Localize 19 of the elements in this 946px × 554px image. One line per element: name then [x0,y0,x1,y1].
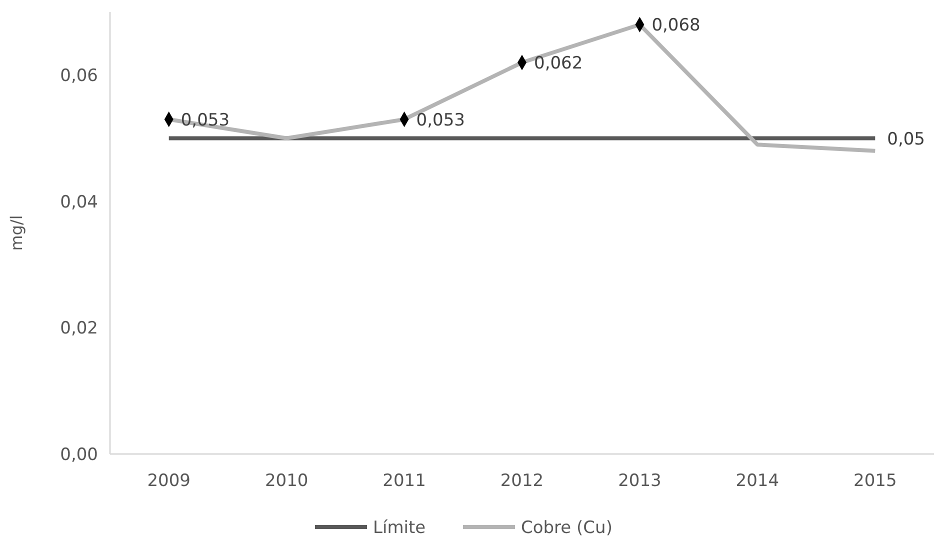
legend-label: Límite [373,518,426,538]
x-tick-label: 2009 [147,471,190,491]
x-tick-label: 2015 [854,471,897,491]
data-label: 0,053 [416,110,465,130]
y-tick-label: 0,02 [60,318,98,339]
data-label: 0,053 [180,110,230,130]
y-tick-label: 0,06 [60,66,98,86]
y-axis-title: mg/l [7,215,26,251]
y-tick-label: 0,04 [60,192,98,212]
x-tick-label: 2013 [618,471,662,491]
legend-label: Cobre (Cu) [521,518,612,538]
x-tick-label: 2012 [500,471,544,491]
y-tick-label: 0,00 [60,444,98,465]
data-label: 0,062 [534,54,583,74]
x-tick-label: 2010 [264,471,308,491]
data-label: 0,068 [652,16,700,36]
x-tick-label: 2011 [382,471,426,491]
x-tick-label: 2014 [736,471,780,491]
data-label: 0,05 [887,129,925,150]
